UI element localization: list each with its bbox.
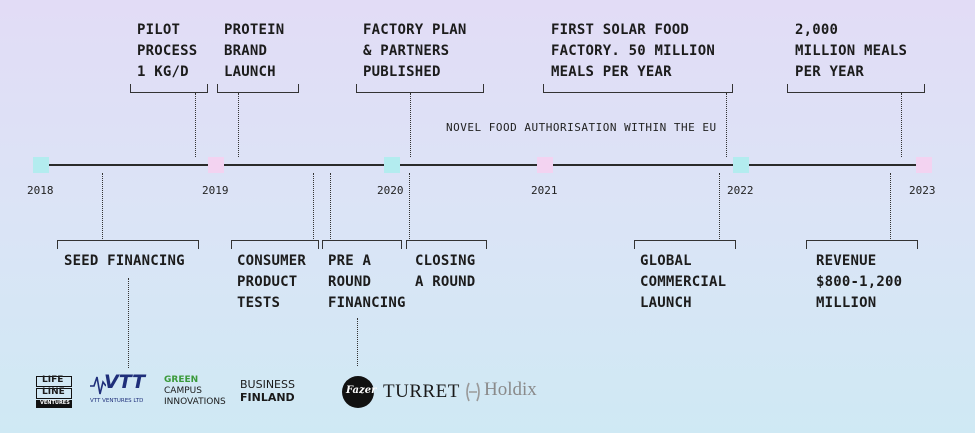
- fazer-logo: Fazer: [342, 376, 376, 408]
- connector-meals: [901, 93, 902, 157]
- bracket-protein: [217, 84, 299, 93]
- turret-logo: TURRET: [383, 381, 460, 402]
- milestone-pre-a-round: PRE A ROUND FINANCING: [328, 253, 406, 311]
- milestone-global-launch: GLOBAL COMMERCIAL LAUNCH: [640, 253, 727, 311]
- bracket-meals: [787, 84, 925, 93]
- holdix-mark-icon: [466, 382, 480, 402]
- year-label-2020: 2020: [377, 184, 404, 197]
- connector-global: [719, 173, 720, 239]
- bracket-factory-plan: [356, 84, 484, 93]
- bracket-consumer: [231, 240, 319, 249]
- milestone-seed-financing: SEED FINANCING: [64, 253, 185, 269]
- connector-seed: [102, 173, 103, 239]
- holdix-logo: Holdix: [464, 378, 554, 406]
- lifeline-ventures-logo: LIFE LINE VENTURES: [32, 375, 76, 410]
- milestone-closing-a-round: CLOSING A ROUND: [415, 253, 476, 290]
- milestone-revenue: REVENUE $800-1,200 MILLION: [816, 253, 903, 311]
- node-2020: [384, 157, 400, 173]
- connector-pre-a-investors: [357, 318, 358, 366]
- bracket-revenue: [806, 240, 918, 249]
- node-2018: [33, 157, 49, 173]
- novel-food-label: NOVEL FOOD AUTHORISATION WITHIN THE EU: [446, 121, 717, 134]
- node-2022: [733, 157, 749, 173]
- connector-first-solar: [726, 93, 727, 157]
- business-finland-logo: BUSINESS FINLAND: [240, 378, 295, 404]
- vtt-ventures-logo: VTT VTT VENTURES LTD: [90, 371, 146, 404]
- connector-consumer: [313, 173, 314, 239]
- connector-seed-investors: [128, 278, 129, 368]
- connector-pilot: [195, 93, 196, 157]
- timeline-axis: [40, 164, 925, 166]
- year-label-2021: 2021: [531, 184, 558, 197]
- milestone-first-solar-factory: FIRST SOLAR FOOD FACTORY. 50 MILLION MEA…: [551, 22, 715, 80]
- milestone-pilot-process: PILOT PROCESS 1 KG/D: [137, 22, 198, 80]
- bracket-global: [634, 240, 736, 249]
- year-label-2018: 2018: [27, 184, 54, 197]
- year-label-2022: 2022: [727, 184, 754, 197]
- bracket-pilot: [130, 84, 208, 93]
- connector-revenue: [890, 173, 891, 239]
- node-2021: [537, 157, 553, 173]
- year-label-2019: 2019: [202, 184, 229, 197]
- node-2023: [916, 157, 932, 173]
- vtt-pulse-icon: [90, 376, 106, 395]
- bracket-first-solar: [543, 84, 733, 93]
- milestone-consumer-tests: CONSUMER PRODUCT TESTS: [237, 253, 307, 311]
- node-2019: [208, 157, 224, 173]
- milestone-factory-plan: FACTORY PLAN & PARTNERS PUBLISHED: [363, 22, 467, 80]
- connector-pre-a: [330, 173, 331, 239]
- green-campus-innovations-logo: GREEN CAMPUS INNOVATIONS: [164, 375, 226, 407]
- year-label-2023: 2023: [909, 184, 936, 197]
- connector-protein: [238, 93, 239, 157]
- milestone-2000-million-meals: 2,000 MILLION MEALS PER YEAR: [795, 22, 908, 80]
- bracket-seed: [57, 240, 199, 249]
- connector-factory-plan: [410, 93, 411, 157]
- milestone-protein-brand: PROTEIN BRAND LAUNCH: [224, 22, 285, 80]
- connector-closing: [409, 173, 410, 239]
- bracket-closing: [406, 240, 487, 249]
- bracket-pre-a: [322, 240, 402, 249]
